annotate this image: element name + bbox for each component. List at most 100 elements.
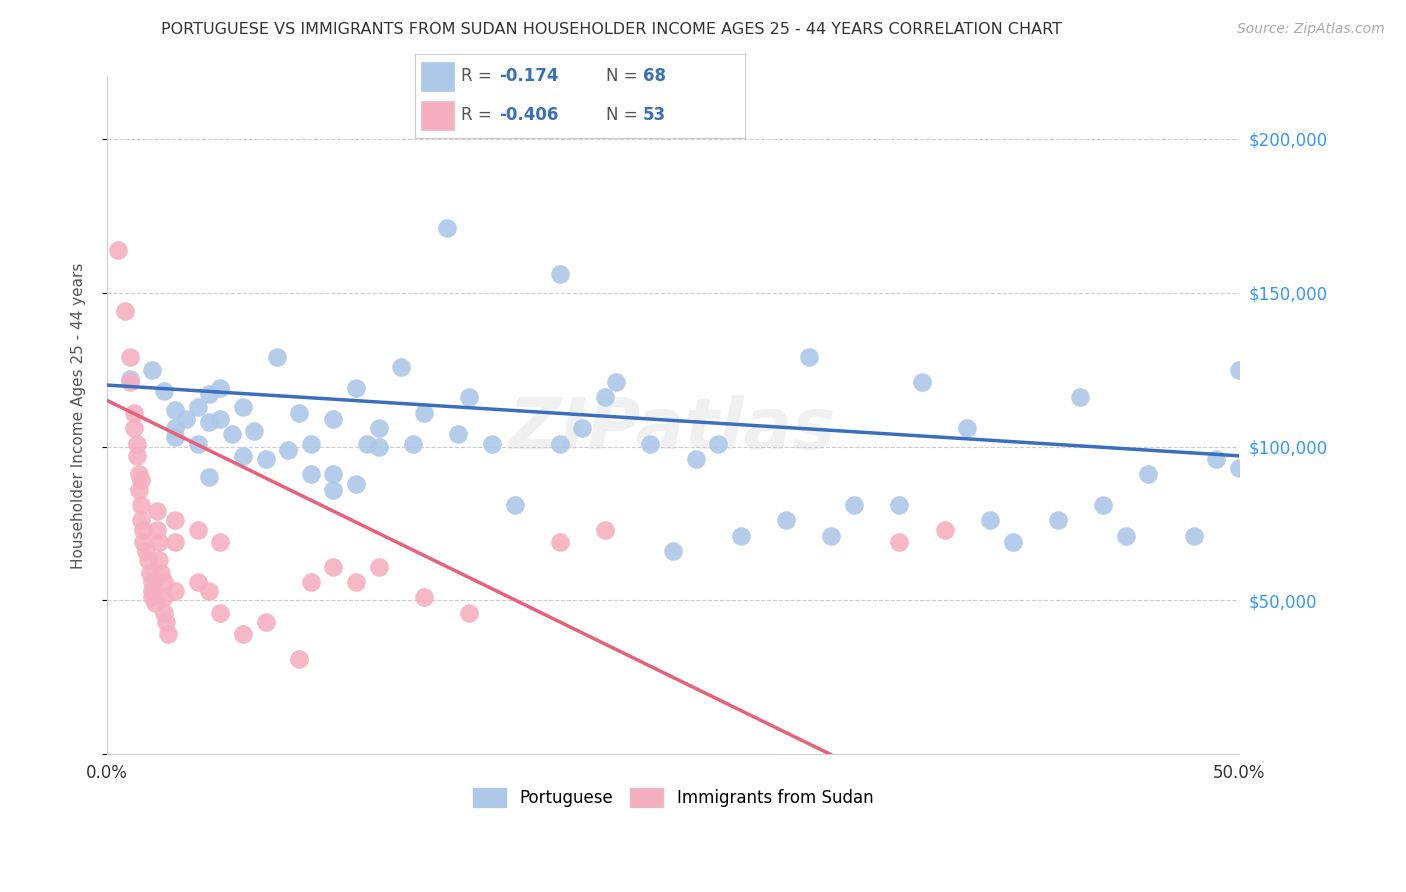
Point: [163, 513, 186, 527]
Point: [128, 483, 150, 497]
Point: [1115, 529, 1137, 543]
Text: Source: ZipAtlas.com: Source: ZipAtlas.com: [1237, 22, 1385, 37]
Text: N =: N =: [606, 68, 638, 86]
Point: [152, 606, 174, 620]
Point: [122, 406, 145, 420]
Point: [118, 375, 141, 389]
Point: [122, 421, 145, 435]
Point: [402, 436, 425, 450]
Point: [730, 529, 752, 543]
Point: [139, 566, 162, 580]
Point: [548, 535, 571, 549]
Point: [143, 597, 166, 611]
Point: [176, 412, 198, 426]
Text: R =: R =: [461, 68, 492, 86]
Point: [187, 400, 209, 414]
Point: [163, 430, 186, 444]
Point: [389, 359, 412, 374]
Point: [146, 523, 169, 537]
Text: N =: N =: [606, 106, 638, 124]
Text: ZIPatlas: ZIPatlas: [509, 395, 837, 464]
Point: [503, 498, 526, 512]
Point: [889, 498, 911, 512]
Point: [128, 467, 150, 482]
Point: [481, 436, 503, 450]
Point: [243, 424, 266, 438]
Y-axis label: Householder Income Ages 25 - 44 years: Householder Income Ages 25 - 44 years: [72, 262, 86, 569]
Text: PORTUGUESE VS IMMIGRANTS FROM SUDAN HOUSEHOLDER INCOME AGES 25 - 44 YEARS CORREL: PORTUGUESE VS IMMIGRANTS FROM SUDAN HOUS…: [162, 22, 1062, 37]
Point: [1205, 451, 1227, 466]
Point: [934, 523, 956, 537]
Point: [163, 535, 186, 549]
Point: [118, 372, 141, 386]
Point: [1069, 390, 1091, 404]
Point: [593, 390, 616, 404]
Point: [232, 400, 254, 414]
Point: [132, 523, 155, 537]
Point: [797, 351, 820, 365]
Point: [129, 474, 152, 488]
Point: [593, 523, 616, 537]
Point: [132, 535, 155, 549]
Point: [277, 442, 299, 457]
Point: [820, 529, 842, 543]
Point: [187, 574, 209, 589]
Point: [163, 421, 186, 435]
Point: [640, 436, 662, 450]
Point: [299, 436, 322, 450]
Point: [157, 627, 180, 641]
Point: [458, 606, 481, 620]
Point: [299, 574, 322, 589]
Point: [356, 436, 378, 450]
Point: [322, 467, 344, 482]
Point: [141, 574, 163, 589]
Point: [1137, 467, 1160, 482]
Point: [254, 615, 277, 629]
Point: [254, 451, 277, 466]
Point: [889, 535, 911, 549]
Point: [150, 566, 173, 580]
Point: [118, 351, 141, 365]
Point: [221, 427, 243, 442]
Point: [842, 498, 865, 512]
Text: 68: 68: [643, 68, 666, 86]
Point: [146, 504, 169, 518]
Point: [141, 362, 163, 376]
Point: [125, 436, 148, 450]
Point: [209, 606, 232, 620]
Point: [288, 652, 311, 666]
Point: [685, 451, 707, 466]
Point: [662, 544, 685, 558]
Point: [344, 574, 367, 589]
Point: [232, 627, 254, 641]
Point: [322, 483, 344, 497]
Bar: [422, 101, 454, 130]
Point: [413, 591, 436, 605]
Point: [155, 615, 177, 629]
Point: [956, 421, 979, 435]
Point: [232, 449, 254, 463]
Point: [135, 544, 157, 558]
Point: [148, 535, 170, 549]
Point: [152, 591, 174, 605]
Point: [367, 559, 389, 574]
Point: [209, 535, 232, 549]
Point: [367, 440, 389, 454]
Legend: Portuguese, Immigrants from Sudan: Portuguese, Immigrants from Sudan: [467, 781, 880, 814]
Point: [148, 553, 170, 567]
Point: [367, 421, 389, 435]
Point: [198, 470, 221, 484]
Point: [322, 412, 344, 426]
Point: [187, 436, 209, 450]
Point: [344, 381, 367, 395]
Point: [129, 513, 152, 527]
Point: [152, 384, 174, 399]
Point: [458, 390, 481, 404]
Point: [1092, 498, 1115, 512]
Point: [979, 513, 1001, 527]
Point: [163, 584, 186, 599]
Point: [288, 406, 311, 420]
Point: [187, 523, 209, 537]
Point: [344, 476, 367, 491]
Point: [1001, 535, 1024, 549]
